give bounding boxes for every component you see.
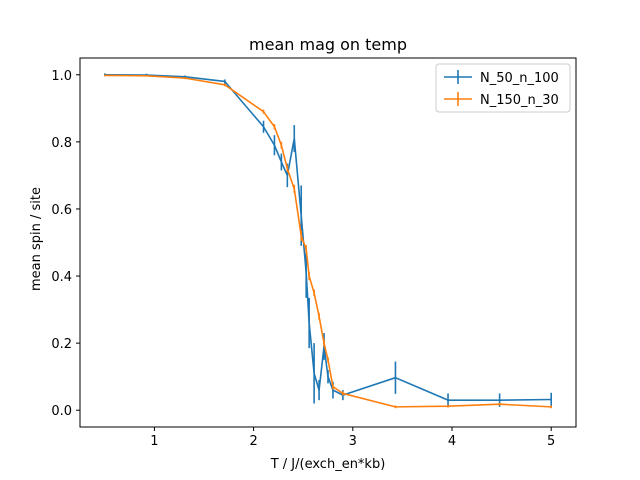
y-tick-label: 0.2	[51, 337, 72, 352]
series-N_150_n_30	[104, 74, 553, 409]
legend-label: N_50_n_100	[480, 71, 559, 86]
y-tick-label: 0.8	[51, 136, 72, 151]
x-tick-label: 4	[448, 434, 456, 449]
y-tick-label: 0.4	[51, 270, 72, 285]
plot-area: 1 2 3 4 5 0.0 0.2 0.4 0.6 0.8 1.0	[51, 57, 577, 449]
series-line	[104, 73, 553, 401]
y-axis-label: mean spin / site	[29, 187, 44, 291]
legend-label: N_150_n_30	[480, 93, 559, 108]
x-tick-label: 1	[150, 434, 158, 449]
x-tick-label: 3	[349, 434, 357, 449]
y-tick-label: 0.0	[51, 404, 72, 419]
legend: N_50_n_100 N_150_n_30	[435, 63, 571, 113]
y-tick-label: 0.6	[51, 203, 72, 218]
y-tick-label: 1.0	[51, 69, 72, 84]
legend-box	[435, 63, 571, 113]
axes-frame	[79, 57, 577, 428]
series-line	[104, 74, 553, 408]
x-tick-label: 2	[249, 434, 257, 449]
x-axis-label: T / J/(exch_en*kb)	[270, 457, 386, 472]
chart-title: mean mag on temp	[249, 35, 407, 54]
x-tick-label: 5	[547, 434, 555, 449]
